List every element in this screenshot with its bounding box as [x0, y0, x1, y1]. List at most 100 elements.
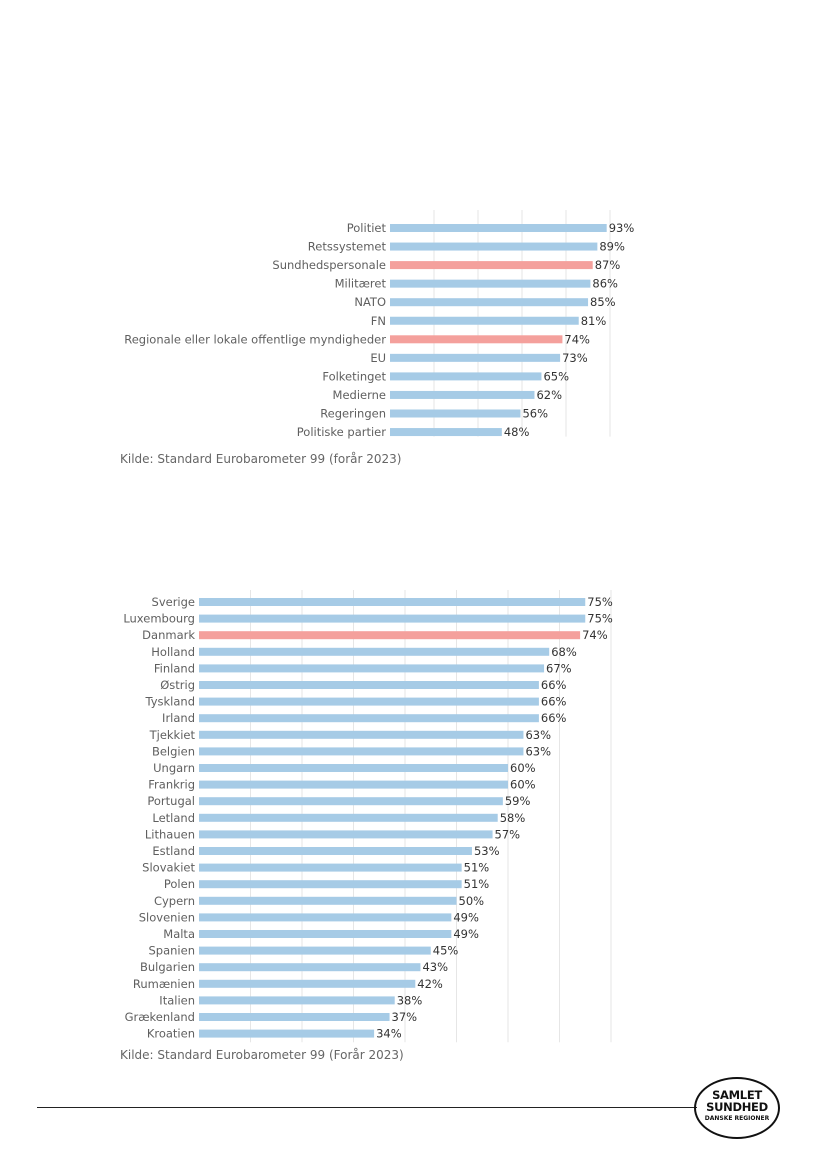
- category-label: Danmark: [142, 628, 195, 642]
- chart2-source: Kilde: Standard Eurobarometer 99 (Forår …: [120, 1048, 404, 1062]
- bar: [390, 428, 502, 437]
- bar: [199, 963, 421, 972]
- logo-line3: DANSKE REGIONER: [704, 1115, 770, 1122]
- value-label: 50%: [459, 894, 485, 908]
- category-label: Malta: [163, 927, 195, 941]
- chart1-source: Kilde: Standard Eurobarometer 99 (forår …: [120, 452, 402, 466]
- bar: [199, 946, 431, 955]
- bar: [199, 896, 457, 905]
- bar: [199, 880, 462, 889]
- bar: [390, 242, 598, 251]
- value-label: 89%: [599, 240, 625, 254]
- bar: [199, 979, 416, 988]
- bar: [390, 224, 607, 232]
- bar: [390, 335, 563, 344]
- value-label: 42%: [417, 977, 443, 991]
- category-label: Holland: [151, 645, 195, 659]
- bar: [390, 390, 535, 399]
- category-label: Italien: [159, 993, 195, 1007]
- bar: [390, 353, 561, 362]
- value-label: 66%: [541, 678, 567, 692]
- value-label: 53%: [474, 844, 500, 858]
- value-label: 57%: [495, 827, 521, 841]
- value-label: 38%: [397, 993, 423, 1007]
- category-label: Finland: [154, 661, 195, 675]
- category-label: Regionale eller lokale offentlige myndig…: [124, 332, 386, 346]
- category-label: Belgien: [152, 744, 195, 758]
- bar: [199, 996, 395, 1005]
- value-label: 51%: [464, 861, 490, 875]
- category-label: Sundhedspersonale: [272, 258, 386, 272]
- value-label: 49%: [453, 927, 479, 941]
- bar: [199, 598, 586, 606]
- value-label: 49%: [453, 910, 479, 924]
- category-label: FN: [371, 314, 386, 328]
- bar: [390, 372, 542, 381]
- value-label: 74%: [582, 628, 608, 642]
- bar: [390, 316, 579, 325]
- value-label: 85%: [590, 295, 616, 309]
- bar: [199, 797, 503, 806]
- value-label: 73%: [562, 351, 588, 365]
- category-label: Medierne: [333, 388, 386, 402]
- value-label: 68%: [551, 645, 577, 659]
- trust-countries-chart: Sverige 75% Luxembourg 75% Danmark 74% Holland…: [123, 590, 613, 1043]
- bar: [199, 730, 524, 739]
- value-label: 75%: [587, 612, 613, 626]
- footer-divider: [37, 1107, 697, 1108]
- value-label: 62%: [536, 388, 562, 402]
- value-label: 37%: [392, 1010, 418, 1024]
- category-label: Irland: [162, 711, 195, 725]
- value-label: 60%: [510, 761, 536, 775]
- bar: [199, 930, 452, 938]
- bar: [199, 1029, 375, 1038]
- value-label: 75%: [587, 595, 613, 609]
- bar: [199, 681, 539, 689]
- value-label: 81%: [581, 314, 607, 328]
- category-label: NATO: [354, 295, 386, 309]
- value-label: 58%: [500, 811, 526, 825]
- category-label: Polen: [164, 877, 195, 891]
- bar: [199, 813, 498, 822]
- bar: [199, 647, 550, 656]
- category-label: Regeringen: [320, 407, 386, 421]
- samlet-sundhed-logo: SAMLET SUNDHED DANSKE REGIONER: [694, 1077, 780, 1139]
- category-label: Folketinget: [322, 369, 386, 383]
- trust-institutions-chart: Politiet 93% Retssystemet 89% Sundhedsperson…: [124, 210, 635, 439]
- value-label: 51%: [464, 877, 490, 891]
- bar: [199, 664, 545, 673]
- category-label: Cypern: [154, 894, 195, 908]
- category-label: Tyskland: [144, 695, 195, 709]
- value-label: 93%: [609, 221, 635, 235]
- category-label: Frankrig: [148, 778, 195, 792]
- category-label: Politiske partier: [297, 425, 386, 439]
- bar: [199, 764, 508, 772]
- bar: [199, 747, 524, 756]
- category-label: Kroatien: [147, 1027, 195, 1041]
- value-label: 87%: [595, 258, 621, 272]
- bar: [199, 614, 586, 623]
- logo-line1: SAMLET: [712, 1088, 762, 1102]
- bar: [199, 847, 472, 855]
- value-label: 63%: [525, 728, 551, 742]
- bar: [199, 780, 508, 789]
- value-label: 60%: [510, 778, 536, 792]
- category-label: Sverige: [152, 595, 195, 609]
- value-label: 66%: [541, 695, 567, 709]
- bar: [390, 279, 591, 288]
- category-label: Slovenien: [139, 910, 195, 924]
- value-label: 74%: [564, 332, 590, 346]
- value-label: 67%: [546, 661, 572, 675]
- bar: [199, 913, 452, 922]
- value-label: 86%: [592, 277, 618, 291]
- category-label: Militæret: [335, 277, 387, 291]
- category-label: Lithauen: [145, 827, 195, 841]
- category-label: Letland: [152, 811, 195, 825]
- value-label: 45%: [433, 944, 459, 958]
- category-label: Estland: [152, 844, 195, 858]
- value-label: 63%: [525, 744, 551, 758]
- bar: [199, 1013, 390, 1021]
- category-label: EU: [370, 351, 386, 365]
- category-label: Østrig: [160, 678, 195, 692]
- bar: [390, 298, 589, 307]
